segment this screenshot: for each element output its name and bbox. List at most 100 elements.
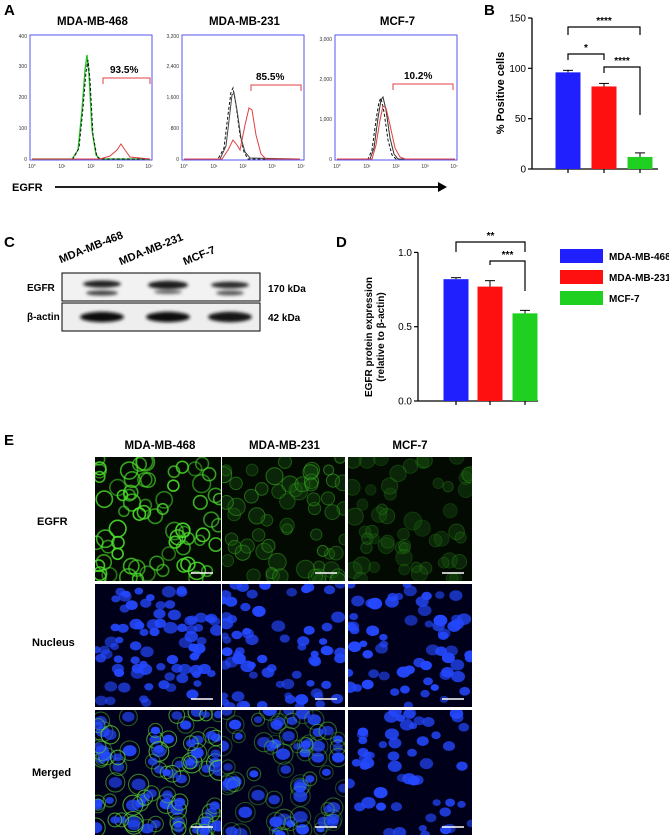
flow-gate bbox=[102, 77, 151, 84]
flow-ytick: 200 bbox=[19, 95, 28, 101]
if-row-label-nucleus: Nucleus bbox=[32, 637, 75, 649]
flow-ytick: 1,600 bbox=[166, 95, 179, 101]
if-image-nucleus-mcf-7 bbox=[348, 584, 472, 707]
if-row-label-merged: Merged bbox=[32, 767, 72, 779]
if-image-egfr-mda-mb-468 bbox=[95, 457, 221, 581]
flow-plot-frame bbox=[29, 34, 153, 161]
y-tick-label: 50 bbox=[515, 114, 527, 125]
significance-bracket bbox=[603, 66, 641, 115]
flow-plot-mda-mb-468: 0 100 200 300 400 10° 10¹ 10² 10³ 10⁷ 93… bbox=[19, 34, 153, 170]
y-tick-label: 0.5 bbox=[398, 322, 412, 333]
flow-ytick: 100 bbox=[19, 126, 28, 132]
flow-histogram-egfr bbox=[337, 105, 455, 160]
flow-ytick: 800 bbox=[171, 126, 180, 132]
flow-xtick: 10° bbox=[333, 164, 341, 170]
blot-row-label-egfr: EGFR bbox=[27, 283, 55, 294]
flow-xtick: 10² bbox=[392, 164, 400, 170]
significance-bracket bbox=[567, 53, 605, 60]
chart-d-ylabel-line2: (relative to β-actin) bbox=[376, 292, 387, 381]
flow-xtick: 10³ bbox=[421, 164, 429, 170]
flow-xtick: 10⁷ bbox=[297, 164, 305, 170]
y-tick-label: 100 bbox=[509, 64, 526, 75]
flow-xtick: 10³ bbox=[268, 164, 276, 170]
flow-ytick: 3,000 bbox=[319, 37, 332, 43]
flow-xtick: 10² bbox=[87, 164, 95, 170]
if-col-header-mcf-7: MCF-7 bbox=[392, 440, 428, 452]
significance-label: ** bbox=[487, 231, 495, 242]
flow-histogram-egfr bbox=[32, 143, 151, 160]
flow-xtick: 10° bbox=[28, 164, 36, 170]
flow-histogram-control bbox=[184, 91, 301, 160]
blot-band bbox=[211, 281, 249, 289]
bar-mda-mb-231 bbox=[477, 286, 503, 401]
blot-band bbox=[148, 280, 188, 290]
flow-percent-mcf-7: 10.2% bbox=[404, 71, 432, 82]
blot-band bbox=[86, 290, 118, 296]
flow-xtick: 10° bbox=[180, 164, 188, 170]
flow-ytick: 300 bbox=[19, 64, 28, 70]
flow-gate bbox=[392, 83, 454, 90]
flow-title-mda-mb-231: MDA-MB-231 bbox=[209, 16, 280, 28]
flow-histogram-control bbox=[337, 95, 455, 160]
western-blot-image bbox=[61, 272, 261, 332]
blot-band bbox=[83, 280, 121, 288]
flow-ytick: 3,200 bbox=[166, 34, 179, 40]
if-image-nucleus-mda-mb-468 bbox=[95, 584, 221, 707]
flow-xtick: 10⁷ bbox=[450, 164, 458, 170]
if-image-merged-mcf-7 bbox=[348, 710, 472, 835]
if-col-header-mda-mb-231: MDA-MB-231 bbox=[249, 440, 320, 452]
legend-swatch-mcf-7 bbox=[560, 291, 603, 305]
blot-kda-actin: 42 kDa bbox=[268, 313, 301, 324]
flow-title-mcf-7: MCF-7 bbox=[379, 16, 416, 28]
bar-mda-mb-231 bbox=[591, 86, 617, 169]
y-tick-label: 0 bbox=[520, 165, 526, 176]
panel-letter-b: B bbox=[484, 2, 495, 19]
flow-histogram-isotype bbox=[337, 96, 455, 160]
legend-label-mda-mb-468: MDA-MB-468 bbox=[609, 252, 669, 263]
flow-plot-frame bbox=[334, 34, 458, 161]
legend-label-mcf-7: MCF-7 bbox=[609, 294, 640, 305]
flow-ytick: 0 bbox=[176, 157, 179, 163]
flow-ytick: 1,000 bbox=[319, 117, 332, 123]
chart-d-egfr-expression: EGFR protein expression (relative to β-a… bbox=[364, 231, 669, 408]
flow-ytick: 0 bbox=[24, 157, 27, 163]
flow-percent-mda-mb-231: 85.5% bbox=[256, 72, 284, 83]
significance-label: **** bbox=[614, 56, 630, 67]
flow-plot-mda-mb-231: 0 800 1,600 2,400 3,200 10° 10¹ 10² 10³ … bbox=[166, 34, 304, 170]
significance-label: * bbox=[584, 43, 588, 54]
panel-letter-a: A bbox=[4, 2, 15, 19]
flow-plot-frame bbox=[181, 34, 305, 161]
flow-xtick: 10¹ bbox=[58, 164, 66, 170]
panel-letter-e: E bbox=[4, 432, 15, 449]
flow-histogram-isotype bbox=[184, 86, 300, 160]
significance-label: **** bbox=[596, 16, 612, 27]
if-image-egfr-mcf-7 bbox=[348, 457, 472, 581]
legend-label-mda-mb-231: MDA-MB-231 bbox=[609, 273, 669, 284]
bar-mda-mb-468 bbox=[443, 279, 469, 401]
significance-bracket bbox=[567, 26, 641, 35]
flow-title-mda-mb-468: MDA-MB-468 bbox=[57, 16, 128, 28]
if-image-egfr-mda-mb-231 bbox=[222, 457, 345, 581]
legend-swatch-mda-mb-468 bbox=[560, 249, 603, 263]
flow-ytick: 2,000 bbox=[319, 77, 332, 83]
flow-xtick: 10¹ bbox=[210, 164, 218, 170]
flow-histogram-egfr bbox=[184, 107, 300, 160]
blot-band bbox=[80, 311, 124, 323]
flow-xtick: 10³ bbox=[116, 164, 124, 170]
flow-xtick: 10² bbox=[239, 164, 247, 170]
bar-mcf-7 bbox=[512, 313, 538, 401]
flow-xtick: 10¹ bbox=[363, 164, 371, 170]
flow-cytometry-histograms: 0 100 200 300 400 10° 10¹ 10² 10³ 10⁷ 93… bbox=[12, 34, 458, 194]
y-tick-label: 150 bbox=[509, 14, 526, 25]
flow-gate bbox=[250, 84, 302, 91]
flow-xtick: 10⁷ bbox=[145, 164, 153, 170]
if-image-merged-mda-mb-231 bbox=[222, 710, 345, 835]
if-col-header-mda-mb-468: MDA-MB-468 bbox=[124, 440, 196, 452]
significance-bracket bbox=[489, 260, 526, 291]
blot-band bbox=[216, 290, 244, 296]
panel-letter-d: D bbox=[336, 234, 347, 251]
blot-band bbox=[208, 311, 252, 323]
flow-histogram-isotype bbox=[32, 59, 150, 160]
y-tick-label: 1.0 bbox=[398, 248, 412, 259]
